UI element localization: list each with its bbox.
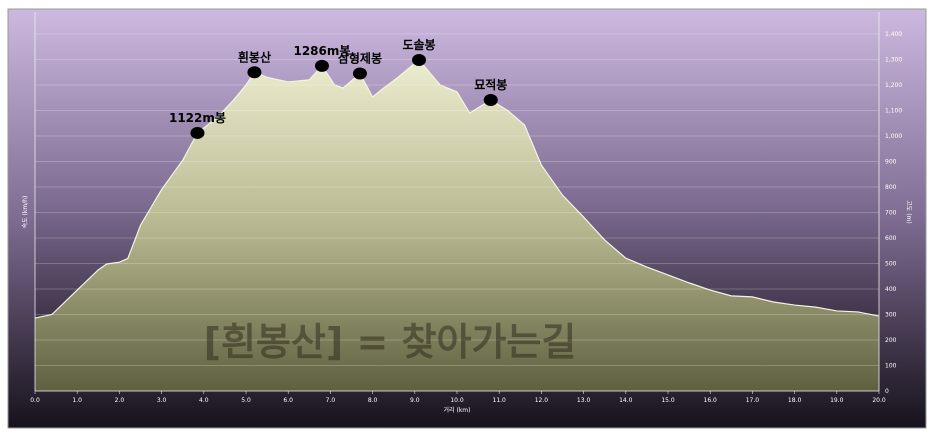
x-axis-label: 거리 (km) <box>444 406 471 414</box>
peak-marker <box>314 59 329 72</box>
x-tick-label: 11.0 <box>493 397 507 404</box>
y-tick-label: 200 <box>885 337 897 344</box>
y-tick-label: 1,400 <box>885 31 902 38</box>
peak-label: 도솔봉 <box>402 38 435 52</box>
y-tick-label: 1,000 <box>885 133 902 140</box>
peak-marker <box>247 66 262 79</box>
x-tick-label: 2.0 <box>115 397 125 404</box>
y-tick-label: 700 <box>885 210 897 217</box>
x-tick-label: 9.0 <box>410 397 420 404</box>
y-tick-label: 300 <box>885 312 897 319</box>
x-tick-label: 18.0 <box>788 397 802 404</box>
peak-label: 1286m봉 <box>293 44 350 58</box>
y-tick-label: 400 <box>885 286 897 293</box>
peak-label: 묘적봉 <box>474 77 507 92</box>
x-tick-label: 16.0 <box>704 397 718 404</box>
x-tick-label: 8.0 <box>368 397 378 404</box>
peak-label: 1122m봉 <box>169 111 226 125</box>
area-fill <box>35 60 879 391</box>
watermark: [흰봉산] = 찾아가는길 <box>204 320 577 364</box>
x-tick-label: 15.0 <box>661 397 675 404</box>
y-axis-label: 속도 (km/h) <box>21 196 29 229</box>
y-tick-label: 1,200 <box>885 82 902 89</box>
y-tick-label: 0 <box>885 388 889 395</box>
x-tick-label: 14.0 <box>619 397 633 404</box>
x-tick-label: 4.0 <box>199 397 209 404</box>
y-tick-label: 1,100 <box>885 108 902 115</box>
x-tick-label: 20.0 <box>872 397 886 404</box>
y-tick-label: 900 <box>885 159 897 166</box>
area-line <box>34 59 880 319</box>
x-tick-label: 17.0 <box>746 397 760 404</box>
x-tick-label: 7.0 <box>326 397 336 404</box>
x-tick-label: 0.0 <box>30 397 40 404</box>
y-tick-label: 500 <box>885 261 897 268</box>
x-tick-label: 1.0 <box>72 397 82 404</box>
x-tick-label: 13.0 <box>577 397 591 404</box>
peak-label: 삼형제봉 <box>338 51 382 66</box>
peak-marker <box>352 67 367 80</box>
peak-label: 흰봉산 <box>238 49 271 64</box>
peak-marker <box>190 126 205 139</box>
x-tick-label: 5.0 <box>241 397 251 404</box>
y-tick-label: 1,300 <box>885 57 902 64</box>
y-tick-label: 800 <box>885 184 897 191</box>
y-tick-label: 100 <box>885 363 897 370</box>
x-tick-label: 10.0 <box>450 397 464 404</box>
x-tick-label: 19.0 <box>830 397 844 404</box>
peak-marker <box>412 54 427 67</box>
peak-marker <box>483 94 498 107</box>
x-tick-label: 12.0 <box>535 397 549 404</box>
y-tick-label: 600 <box>885 235 897 242</box>
y2-axis-label: 고도 (m) <box>905 200 912 223</box>
x-tick-label: 6.0 <box>283 397 293 404</box>
x-tick-label: 3.0 <box>157 397 167 404</box>
